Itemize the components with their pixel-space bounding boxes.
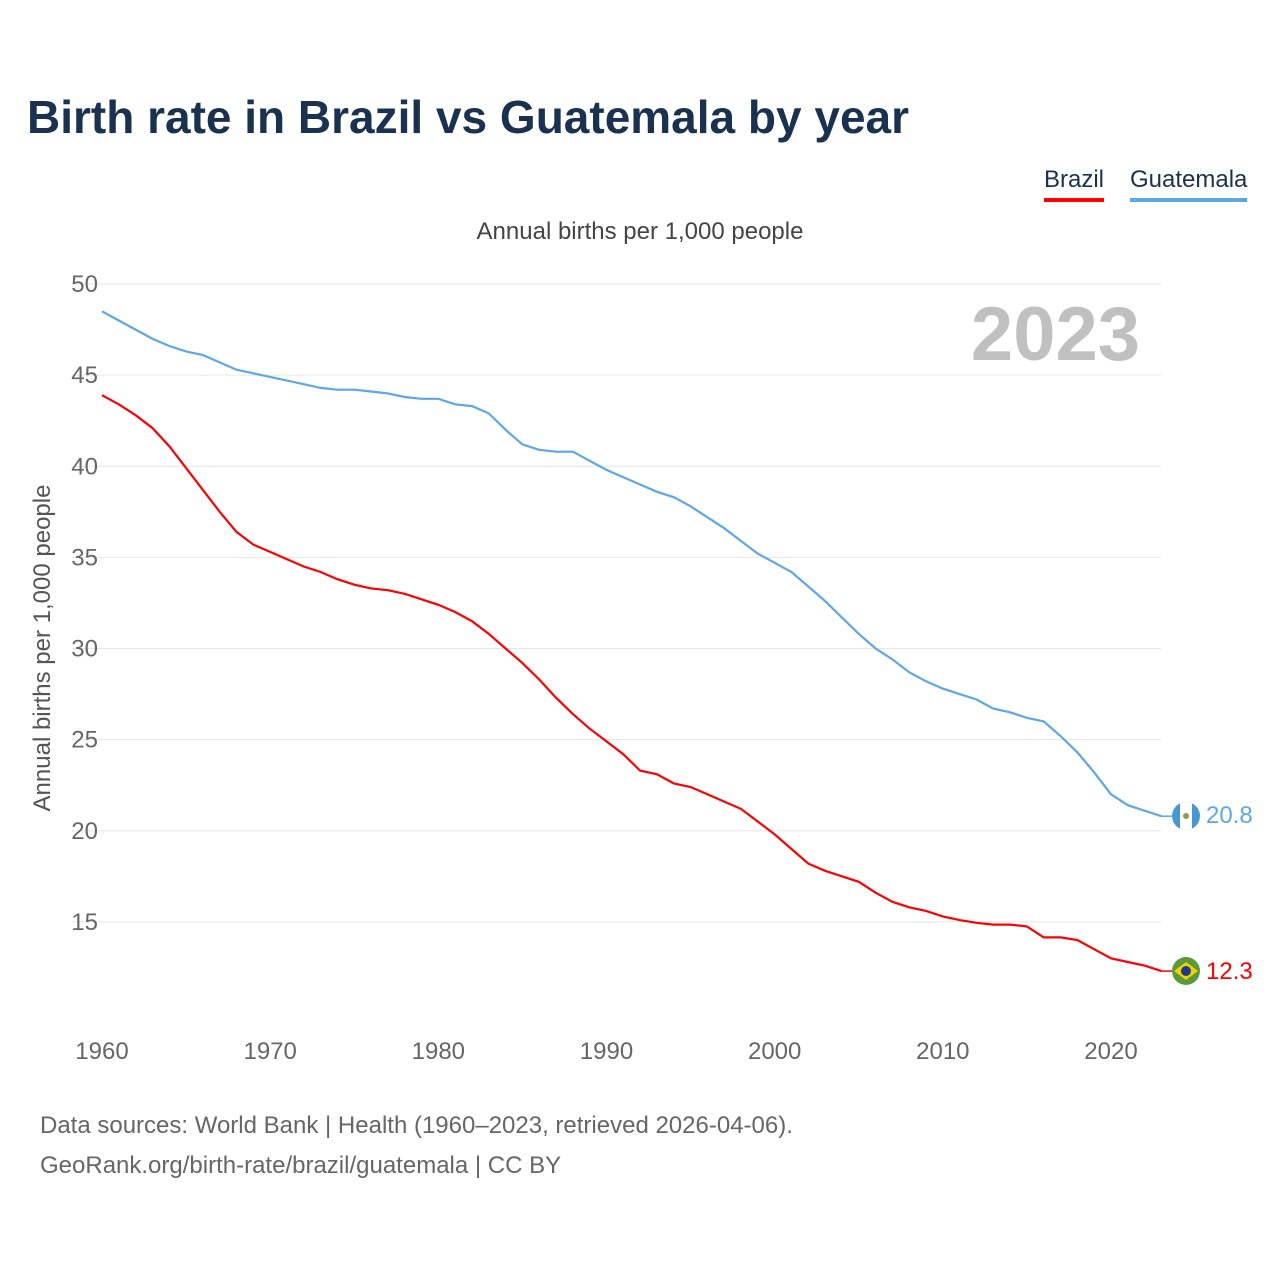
- footer-sources: Data sources: World Bank | Health (1960–…: [40, 1112, 793, 1139]
- guatemala-flag-icon: [1172, 802, 1200, 830]
- series-line-guatemala: [101, 310, 1162, 818]
- brazil-end-label: 12.3: [1206, 958, 1253, 985]
- chart-subtitle: Annual births per 1,000 people: [476, 218, 804, 245]
- footer: Data sources: World Bank | Health (1960–…: [40, 1106, 793, 1186]
- legend-guatemala[interactable]: Guatemala: [1130, 166, 1248, 202]
- grid: 15 20 25 30 35 40 45 50 1960 1970 1980 1990 2000 2010…: [71, 271, 1161, 1065]
- x-tick-label: 2010: [916, 1038, 969, 1065]
- x-tick-label: 2020: [1084, 1038, 1137, 1065]
- brazil-flag-icon: [1172, 957, 1200, 985]
- y-tick-label: 20: [71, 818, 98, 845]
- y-tick-label: 15: [71, 909, 98, 936]
- x-tick-label: 1990: [580, 1038, 633, 1065]
- x-tick-label: 1980: [412, 1038, 465, 1065]
- year-watermark: 2023: [971, 292, 1140, 377]
- chart-title: Birth rate in Brazil vs Guatemala by yea…: [27, 91, 910, 143]
- y-axis-label: Annual births per 1,000 people: [29, 485, 56, 812]
- y-tick-label: 50: [71, 271, 98, 298]
- guatemala-end-label: 20.8: [1206, 802, 1253, 829]
- y-tick-label: 45: [71, 362, 98, 389]
- y-tick-label: 30: [71, 636, 98, 663]
- legend-brazil[interactable]: Brazil: [1044, 166, 1105, 202]
- y-tick-label: 25: [71, 727, 98, 754]
- footer-link[interactable]: GeoRank.org/birth-rate/brazil/guatemala …: [40, 1152, 562, 1179]
- x-tick-label: 1960: [75, 1038, 128, 1065]
- series-line-brazil: [101, 394, 1162, 973]
- y-tick-label: 35: [71, 544, 98, 571]
- y-tick-label: 40: [71, 453, 98, 480]
- x-tick-label: 1970: [243, 1038, 296, 1065]
- x-tick-label: 2000: [748, 1038, 801, 1065]
